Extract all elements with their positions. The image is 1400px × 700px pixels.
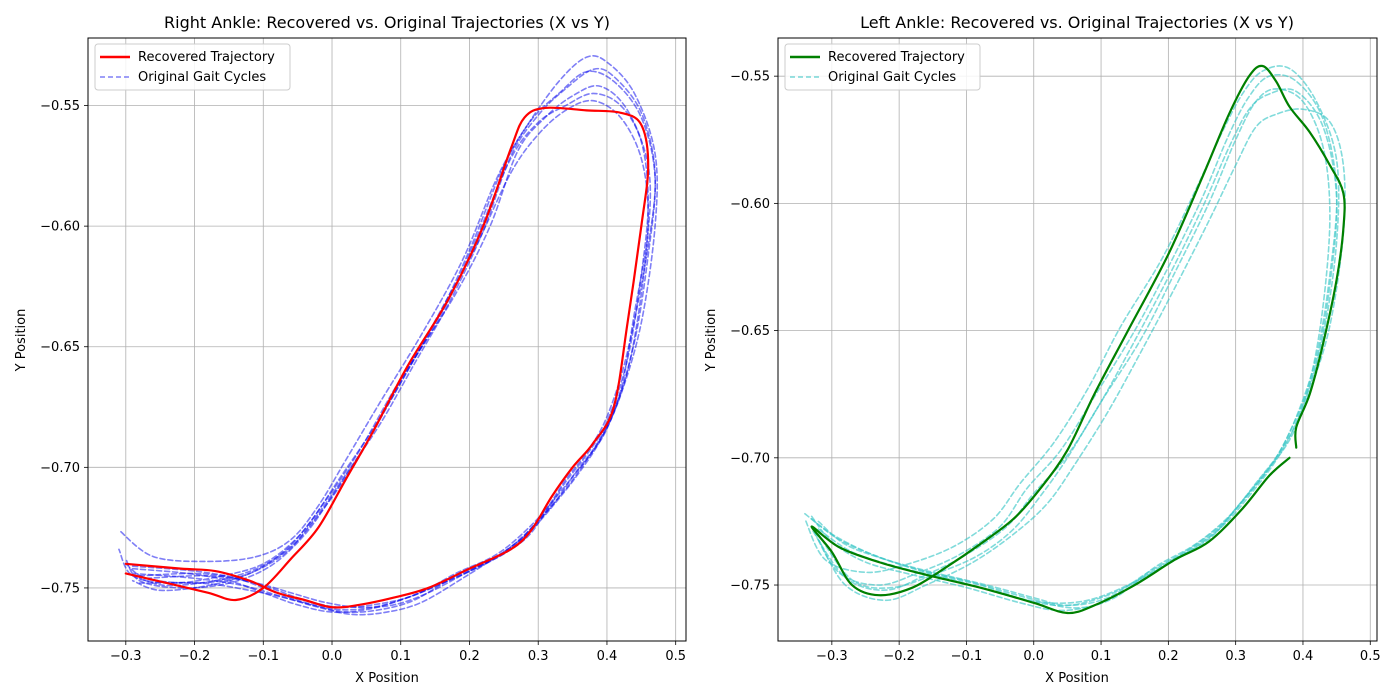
x-tick-label: 0.4 — [1293, 649, 1314, 664]
y-tick-label: −0.65 — [730, 324, 770, 339]
x-tick-label: 0.4 — [597, 649, 618, 664]
x-axis-ticks: −0.3 −0.2 −0.1 0.0 0.1 0.2 0.3 0.4 0.5 — [110, 641, 686, 664]
legend: Recovered Trajectory Original Gait Cycle… — [94, 43, 291, 91]
chart-title: Right Ankle: Recovered vs. Original Traj… — [164, 13, 610, 32]
legend-label-original: Original Gait Cycles — [138, 70, 266, 85]
original-gait-cycle-line — [138, 84, 652, 609]
original-gait-cycle-line — [804, 65, 1340, 609]
x-tick-label: 0.0 — [322, 649, 343, 664]
x-tick-label: 0.1 — [1091, 649, 1112, 664]
recovered-trajectory-line — [810, 64, 1346, 615]
x-tick-label: 0.5 — [665, 649, 686, 664]
x-tick-label: 0.2 — [1158, 649, 1179, 664]
y-tick-label: −0.55 — [40, 99, 80, 114]
plot-frame — [777, 37, 1378, 642]
x-axis-label: X Position — [355, 671, 419, 686]
y-tick-label: −0.55 — [730, 70, 770, 85]
legend-label-recovered: Recovered Trajectory — [138, 50, 275, 65]
y-tick-label: −0.70 — [40, 461, 80, 476]
x-tick-label: −0.1 — [951, 649, 983, 664]
legend-label-original: Original Gait Cycles — [828, 70, 956, 85]
legend-box — [94, 43, 291, 91]
x-tick-label: 0.0 — [1023, 649, 1044, 664]
original-gait-cycle-line — [817, 108, 1346, 605]
y-axis-ticks: −0.75 −0.70 −0.65 −0.60 −0.55 — [730, 70, 778, 594]
y-tick-label: −0.60 — [730, 197, 770, 212]
y-axis-label: Y Position — [14, 309, 29, 373]
original-gait-cycle-line — [125, 67, 657, 614]
x-tick-label: −0.2 — [179, 649, 211, 664]
right-ankle-chart: Right Ankle: Recovered vs. Original Traj… — [14, 13, 687, 686]
original-gait-cycle-line — [810, 88, 1338, 607]
y-tick-label: −0.60 — [40, 220, 80, 235]
x-tick-label: 0.5 — [1360, 649, 1381, 664]
legend: Recovered Trajectory Original Gait Cycle… — [784, 43, 981, 91]
legend-box — [784, 43, 981, 91]
left-ankle-chart: Left Ankle: Recovered vs. Original Traje… — [704, 13, 1381, 686]
plot-lines — [118, 55, 659, 616]
x-tick-label: 0.3 — [1225, 649, 1246, 664]
grid — [88, 38, 686, 641]
original-gait-cycle-line — [118, 55, 659, 616]
plot-frame — [87, 37, 687, 642]
original-gait-cycle-line — [810, 73, 1338, 607]
y-tick-label: −0.70 — [730, 451, 770, 466]
y-tick-label: −0.65 — [40, 340, 80, 355]
y-tick-label: −0.75 — [40, 581, 80, 596]
x-tick-label: 0.1 — [390, 649, 411, 664]
y-axis-ticks: −0.75 −0.70 −0.65 −0.60 −0.55 — [40, 99, 88, 596]
x-tick-label: 0.2 — [459, 649, 480, 664]
x-axis-ticks: −0.3 −0.2 −0.1 0.0 0.1 0.2 0.3 0.4 0.5 — [816, 641, 1381, 664]
recovered-trajectory-line — [124, 106, 650, 609]
x-axis-label: X Position — [1045, 671, 1109, 686]
x-tick-label: −0.2 — [883, 649, 915, 664]
chart-title: Left Ankle: Recovered vs. Original Traje… — [860, 13, 1294, 32]
x-tick-label: −0.3 — [816, 649, 848, 664]
plot-lines — [804, 64, 1346, 615]
x-tick-label: −0.3 — [110, 649, 142, 664]
x-tick-label: −0.1 — [247, 649, 279, 664]
original-gait-cycle-line — [810, 88, 1331, 612]
original-gait-cycle-line — [131, 99, 649, 609]
y-axis-label: Y Position — [704, 309, 719, 373]
legend-label-recovered: Recovered Trajectory — [828, 50, 965, 65]
y-tick-label: −0.75 — [730, 579, 770, 594]
x-tick-label: 0.3 — [528, 649, 549, 664]
